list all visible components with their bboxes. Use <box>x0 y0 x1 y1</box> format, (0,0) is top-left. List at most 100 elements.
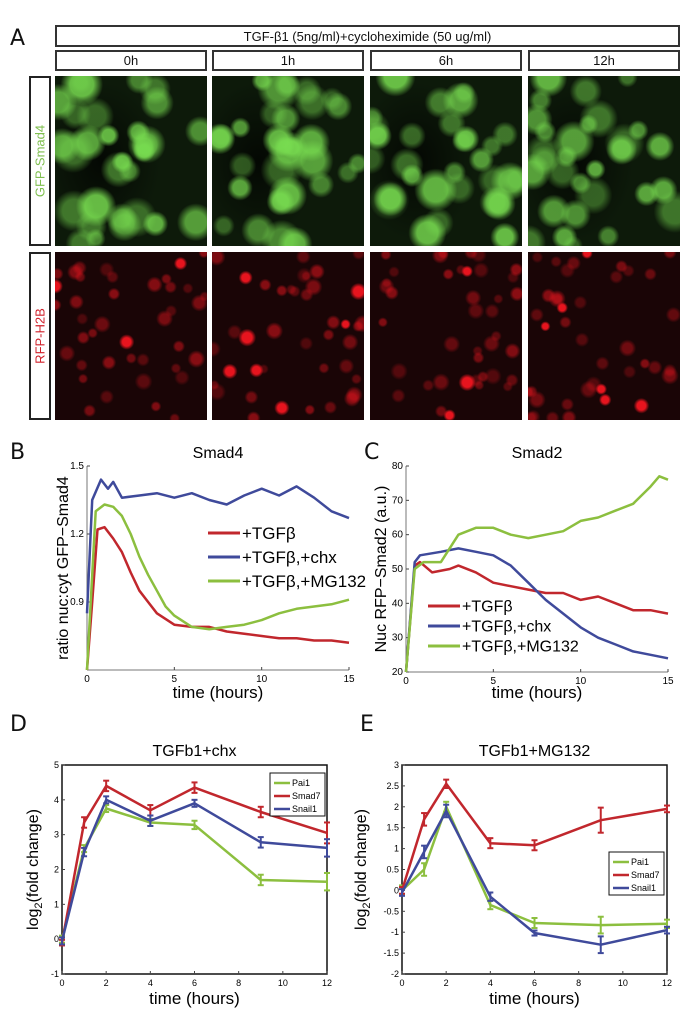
y-tick-label: 1 <box>394 844 399 854</box>
y-axis-label: Nuc RFP−Smad2 (a.u.) <box>373 486 390 653</box>
legend: +TGFβ +TGFβ,+chx +TGFβ,+MG132 <box>428 599 579 656</box>
series-line--tgf- <box>404 560 669 673</box>
y-tick-label: 70 <box>392 495 404 506</box>
y-tick-label: 1.5 <box>386 823 399 833</box>
x-tick-label: 6 <box>192 978 197 988</box>
error-bar <box>664 804 670 814</box>
y-tick-label: 1.2 <box>70 529 84 540</box>
error-bar <box>531 839 538 852</box>
legend: +TGFβ +TGFβ,+chx +TGFβ,+MG132 <box>208 524 366 591</box>
rfp-h2b-image <box>55 252 207 420</box>
x-tick-label: 15 <box>343 674 355 685</box>
y-tick-label: 4 <box>54 795 59 805</box>
legend-label: +TGFβ,+chx <box>242 548 337 567</box>
error-bar <box>664 925 670 935</box>
error-bar <box>399 888 405 897</box>
error-bar <box>421 862 428 877</box>
legend-label: +TGFβ,+MG132 <box>462 639 579 656</box>
error-bar <box>191 819 198 831</box>
timepoint-6h: 6h <box>370 50 522 71</box>
legend-label: Snail1 <box>631 883 656 893</box>
y-tick-label: 1 <box>54 899 59 909</box>
y-tick-label: -0.5 <box>383 906 399 916</box>
x-tick-label: 12 <box>662 978 672 988</box>
treatment-header: TGF-β1 (5ng/ml)+cycloheximide (50 ug/ml) <box>55 25 680 47</box>
x-tick-label: 5 <box>491 676 497 687</box>
legend-label: +TGFβ <box>242 524 296 543</box>
error-bar <box>103 795 110 805</box>
y-tick-label: 3 <box>394 760 399 770</box>
chart-b: 0 5 10 15 0.9 1.2 1.5 Smad4 time (hours) ratio nu… <box>55 445 366 702</box>
error-bar <box>191 781 198 794</box>
error-bar <box>597 915 604 935</box>
error-bar <box>257 836 264 849</box>
x-tick-label: 12 <box>322 978 332 988</box>
y-axis-label: log2(fold change) <box>25 809 45 930</box>
x-tick-label: 10 <box>575 676 587 687</box>
series-line--tgf-mg132 <box>404 475 669 673</box>
series-line--tgf- <box>85 525 350 671</box>
x-axis-label: time (hours) <box>173 683 264 702</box>
error-bar <box>487 891 494 902</box>
y-tick-label: 2.5 <box>386 781 399 791</box>
error-bar <box>421 812 428 827</box>
chart-e: 0 2 4 6 8 10 12 -2 -1.5 -1 -0.5 0 0.5 1 1.5 2 2.5 3 TGFb1+… <box>353 743 672 1008</box>
error-bar <box>597 935 604 955</box>
x-tick-label: 0 <box>403 676 409 687</box>
chart-title: TGFb1+chx <box>152 743 236 760</box>
y-tick-label: 0 <box>394 885 399 895</box>
y-tick-label: 0.9 <box>70 597 84 608</box>
x-tick-label: 2 <box>444 978 449 988</box>
x-tick-label: 4 <box>148 978 153 988</box>
y-axis-label: ratio nuc:cyt GFP−Smad4 <box>55 476 72 660</box>
legend-label: +TGFβ <box>462 599 513 616</box>
y-tick-label: -2 <box>391 969 399 979</box>
rfp-h2b-image <box>370 252 522 420</box>
y-tick-label: 2 <box>394 802 399 812</box>
y-tick-label: 50 <box>392 564 404 575</box>
panel-b-label: B <box>10 440 26 465</box>
gfp-smad4-image <box>370 76 522 246</box>
y-tick-label: 3 <box>54 830 59 840</box>
timepoint-1h: 1h <box>212 50 364 71</box>
x-tick-label: 10 <box>256 674 268 685</box>
x-axis-label: time (hours) <box>149 989 240 1008</box>
row-label-gfp-smad4: GFP-Smad4 <box>29 76 51 246</box>
error-bar <box>443 778 450 789</box>
y-tick-label: 80 <box>392 461 404 472</box>
y-tick-label: 1.5 <box>70 461 84 472</box>
error-bar <box>324 838 330 858</box>
x-tick-label: 8 <box>236 978 241 988</box>
chart-title: TGFb1+MG132 <box>479 743 591 760</box>
y-tick-label: 0 <box>54 934 59 944</box>
error-bar <box>597 806 604 834</box>
error-bar <box>191 798 198 808</box>
panel-c-label: C <box>364 440 380 465</box>
y-tick-label: 30 <box>392 633 404 644</box>
y-axis-label: log2(fold change) <box>353 809 373 930</box>
gfp-smad4-image <box>212 76 364 246</box>
x-tick-label: 6 <box>532 978 537 988</box>
legend-label: Smad7 <box>292 791 321 801</box>
series-line--tgf-chx <box>404 547 669 673</box>
x-tick-label: 4 <box>488 978 493 988</box>
legend: Pai1 Smad7 Snail1 <box>608 851 665 896</box>
panel-d-label: D <box>10 712 27 737</box>
series-line--tgf-mg132 <box>85 503 350 671</box>
legend-label: Smad7 <box>631 870 660 880</box>
chart-title: Smad2 <box>512 445 563 462</box>
y-tick-label: 40 <box>392 598 404 609</box>
gfp-smad4-image <box>55 76 207 246</box>
y-tick-label: 5 <box>54 760 59 770</box>
panel-e-label: E <box>360 712 374 737</box>
y-tick-label: -1 <box>391 927 399 937</box>
timepoint-12h: 12h <box>528 50 680 71</box>
x-tick-label: 0 <box>84 674 90 685</box>
x-tick-label: 15 <box>662 676 674 687</box>
x-tick-label: 8 <box>576 978 581 988</box>
error-bar <box>531 929 538 937</box>
x-axis-label: time (hours) <box>489 989 580 1008</box>
